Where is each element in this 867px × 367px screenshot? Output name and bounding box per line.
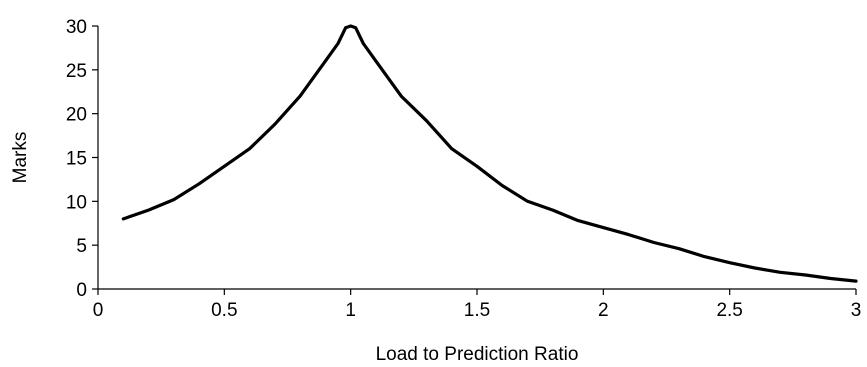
y-tick-label: 15 (66, 149, 87, 170)
x-tick-label: 3 (851, 300, 862, 321)
x-axis-title: Load to Prediction Ratio (376, 344, 579, 365)
y-tick-label: 0 (76, 280, 87, 301)
y-tick-label: 30 (66, 17, 87, 38)
axes (97, 26, 856, 290)
x-tick-label: 1.5 (464, 300, 490, 321)
x-tick-label: 2.5 (716, 300, 742, 321)
y-ticks: 0 5 10 15 20 25 30 (66, 17, 98, 301)
x-ticks: 0 0.5 1 1.5 2 2.5 3 (93, 289, 862, 321)
x-tick-label: 0.5 (211, 300, 237, 321)
y-tick-label: 5 (76, 236, 87, 257)
x-tick-label: 2 (598, 300, 609, 321)
y-tick-label: 10 (66, 192, 87, 213)
series-layer (121, 24, 858, 283)
series-line (121, 24, 858, 283)
x-tick-label: 1 (345, 300, 356, 321)
y-tick-label: 25 (66, 61, 87, 82)
y-tick-label: 20 (66, 105, 87, 126)
y-axis-title: Marks (10, 132, 31, 184)
x-tick-label: 0 (93, 300, 104, 321)
